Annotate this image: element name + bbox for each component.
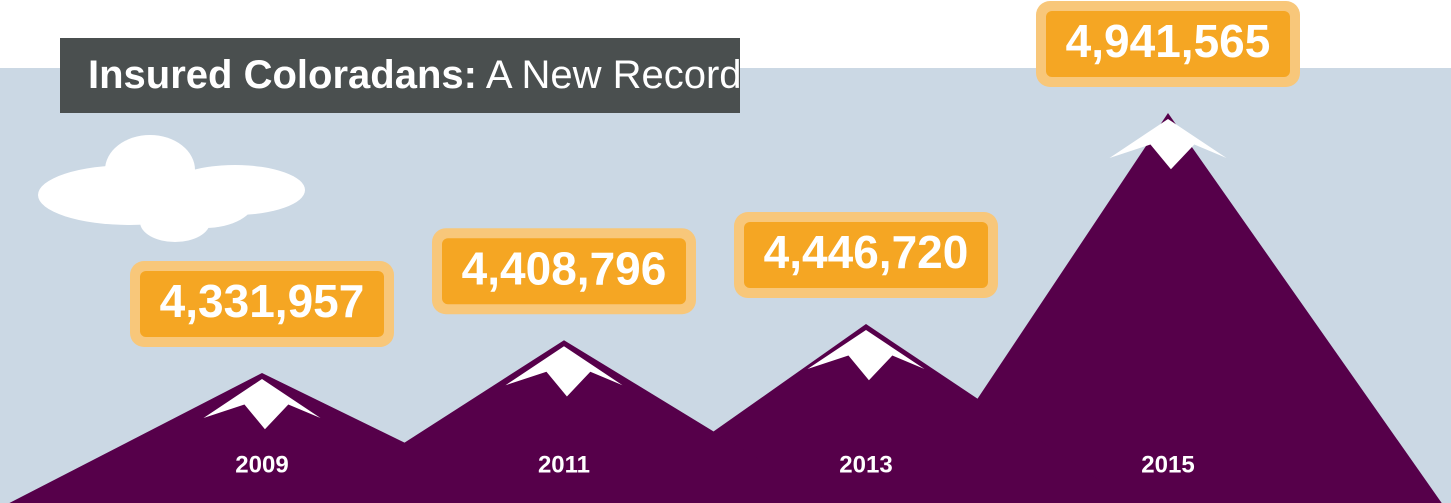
title: Insured Coloradans: A New Record bbox=[88, 53, 742, 97]
value-label: 4,408,796 bbox=[462, 242, 667, 294]
title-rest: A New Record bbox=[486, 53, 742, 97]
value-label: 4,331,957 bbox=[160, 275, 365, 327]
chart: Insured Coloradans: A New Record 4,331,9… bbox=[0, 0, 1451, 503]
year-label: 2015 bbox=[1141, 451, 1194, 478]
value-label: 4,941,565 bbox=[1066, 15, 1271, 67]
title-bold: Insured Coloradans: bbox=[88, 53, 477, 97]
year-label: 2009 bbox=[235, 451, 288, 478]
year-label: 2013 bbox=[839, 451, 892, 478]
value-label: 4,446,720 bbox=[764, 226, 969, 278]
year-label: 2011 bbox=[538, 451, 590, 478]
